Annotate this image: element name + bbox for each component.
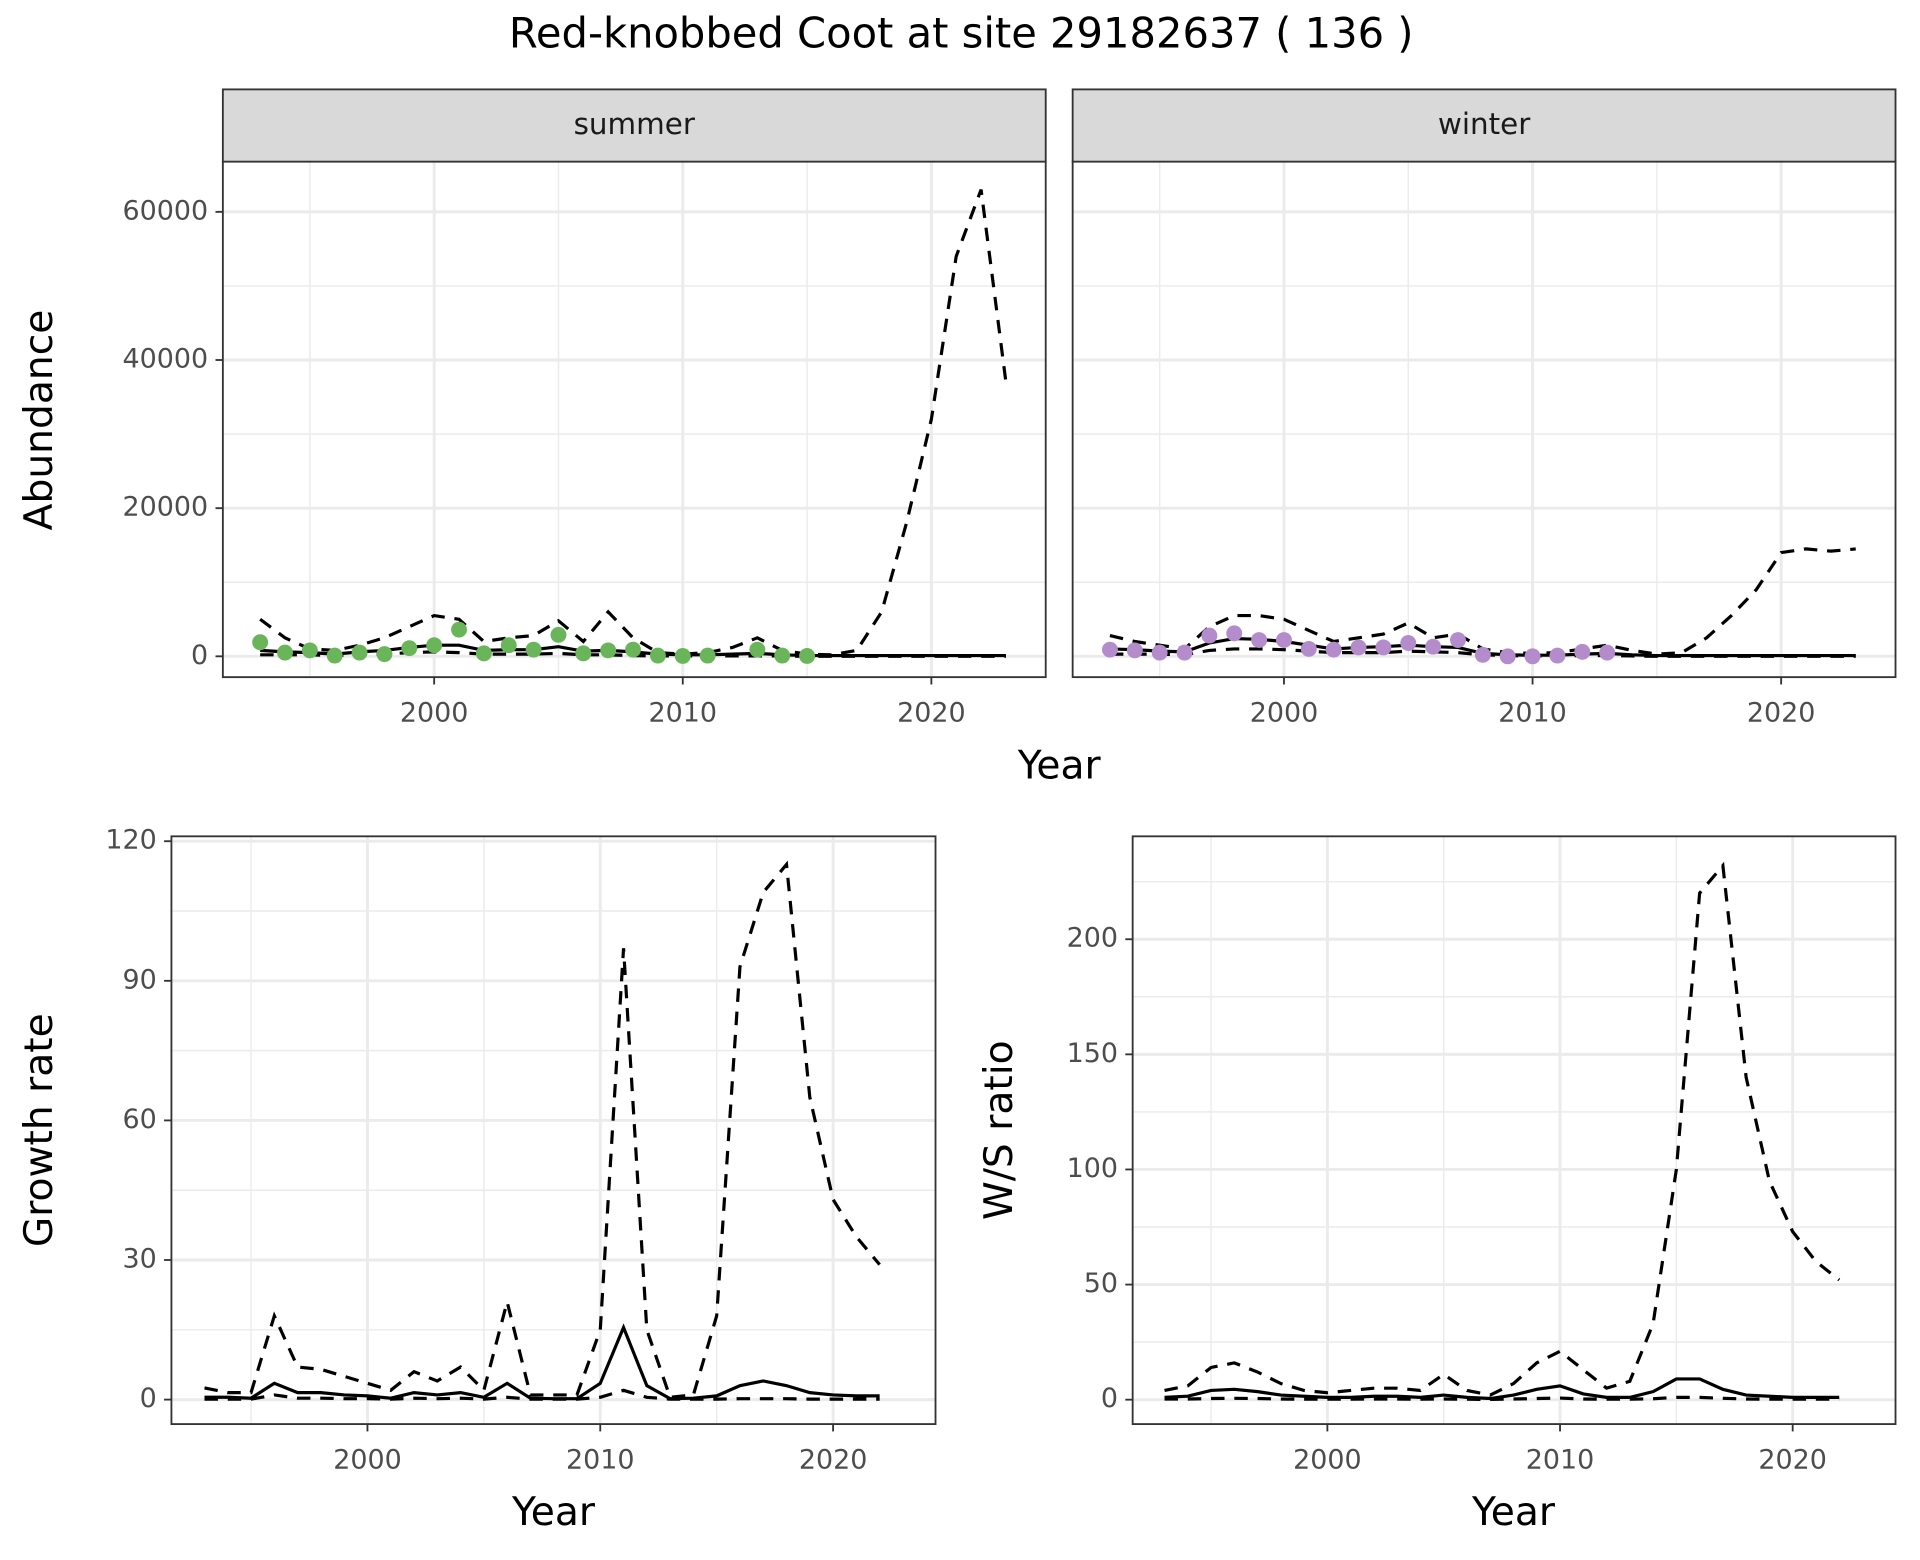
data-point <box>1400 635 1417 651</box>
panel-background <box>222 161 1046 678</box>
panel-background <box>1132 836 1896 1425</box>
dashed-line <box>204 860 881 1399</box>
data-point <box>674 647 691 664</box>
y-tick-label: 50 <box>1084 1268 1118 1299</box>
data-point <box>1325 641 1342 658</box>
data-point <box>1201 627 1218 644</box>
y-tick-label: 60 <box>122 1104 156 1135</box>
data-point <box>301 642 318 659</box>
data-point <box>1226 625 1243 642</box>
data-point <box>1276 632 1292 648</box>
figure-title: Red-knobbed Coot at site 29182637 ( 136 … <box>509 9 1414 58</box>
solid-line <box>1164 1377 1840 1401</box>
data-point <box>749 641 766 658</box>
y-axis-label: Growth rate <box>17 1013 62 1247</box>
dashed-line <box>204 1388 880 1401</box>
panel-background <box>1072 161 1896 678</box>
y-tick-label: 0 <box>1101 1383 1118 1414</box>
x-tick-label: 2020 <box>799 1444 868 1475</box>
data-point <box>426 637 443 654</box>
y-axis-label: Abundance <box>17 310 62 531</box>
dashed-line <box>1164 861 1841 1397</box>
data-point <box>550 626 567 643</box>
data-point <box>1425 638 1442 655</box>
data-point <box>799 647 816 664</box>
data-point <box>625 641 642 658</box>
x-tick-label: 2010 <box>1526 1444 1595 1475</box>
x-tick-label: 2010 <box>649 697 718 728</box>
y-tick-label: 20000 <box>123 492 209 523</box>
panel-background <box>171 836 936 1425</box>
x-tick-label: 2020 <box>1758 1444 1827 1475</box>
data-point <box>575 645 592 662</box>
facet-label: winter <box>1438 107 1531 141</box>
data-point <box>277 644 293 661</box>
data-point <box>1549 647 1566 664</box>
data-point <box>525 641 542 658</box>
data-point <box>1574 643 1591 660</box>
data-point <box>1599 644 1616 661</box>
data-point <box>1450 632 1466 648</box>
data-point <box>1474 646 1491 663</box>
y-tick-label: 100 <box>1067 1153 1118 1184</box>
facet-label: summer <box>574 107 696 141</box>
data-point <box>475 645 492 662</box>
x-tick-label: 2020 <box>897 697 966 728</box>
data-point <box>1300 640 1317 657</box>
x-axis-label: Year <box>511 1490 596 1535</box>
y-tick-label: 120 <box>105 825 156 856</box>
x-axis-label: Year <box>1471 1490 1556 1535</box>
x-tick-label: 2000 <box>1250 697 1319 728</box>
data-point <box>1251 632 1268 648</box>
data-point <box>1176 644 1193 661</box>
y-tick-label: 0 <box>191 640 208 671</box>
data-point <box>351 644 368 661</box>
data-point <box>1499 648 1516 665</box>
data-point <box>451 621 467 638</box>
y-tick-label: 90 <box>122 964 156 995</box>
data-point <box>1524 648 1541 665</box>
x-tick-label: 2000 <box>333 1444 402 1475</box>
facet-strip <box>221 88 1047 163</box>
x-tick-label: 2020 <box>1747 697 1816 728</box>
y-tick-label: 30 <box>122 1244 156 1275</box>
dashed-line <box>1164 1395 1840 1402</box>
x-tick-label: 2010 <box>566 1444 635 1475</box>
data-point <box>1126 642 1143 659</box>
data-point <box>600 642 617 659</box>
y-tick-label: 150 <box>1067 1038 1118 1069</box>
x-tick-label: 2000 <box>1293 1444 1362 1475</box>
data-point <box>1151 644 1168 661</box>
data-point <box>774 647 791 664</box>
data-point <box>376 646 393 663</box>
data-point <box>699 647 716 664</box>
y-tick-label: 0 <box>140 1383 157 1414</box>
data-point <box>1101 641 1118 658</box>
data-point <box>1375 639 1392 656</box>
data-point <box>649 647 666 664</box>
y-axis-label: W/S ratio <box>977 1040 1022 1220</box>
data-point <box>1350 639 1367 656</box>
data-point <box>252 634 269 651</box>
y-tick-label: 40000 <box>123 344 209 375</box>
x-axis-label: Year <box>1017 743 1102 788</box>
panel-border <box>1131 835 1897 1425</box>
x-tick-label: 2000 <box>400 697 469 728</box>
data-point <box>401 640 418 657</box>
y-tick-label: 60000 <box>123 195 209 226</box>
y-tick-label: 200 <box>1067 923 1118 954</box>
panel-border <box>170 835 937 1425</box>
data-point <box>500 637 517 654</box>
facet-strip <box>1071 88 1897 163</box>
data-point <box>326 647 343 664</box>
x-tick-label: 2010 <box>1498 697 1567 728</box>
